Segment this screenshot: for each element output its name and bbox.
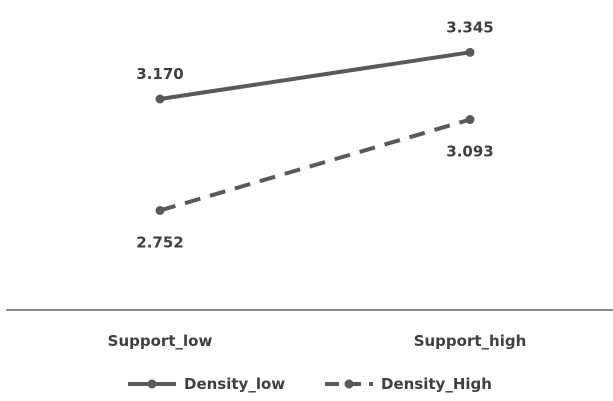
data-label-density-high-1: 2.752 [136, 233, 183, 251]
legend-marker-density-high [344, 379, 354, 389]
series-density-low: 3.170 3.345 [136, 18, 494, 104]
data-label-density-low-1: 3.170 [136, 65, 183, 83]
series-line-density-low [159, 50, 471, 101]
legend-label-density-high: Density_High [381, 375, 492, 393]
data-point-density-low-2 [465, 47, 475, 57]
data-point-density-low-1 [155, 94, 165, 104]
x-tick-labels: Support_low Support_high [108, 332, 527, 350]
legend: Density_low Density_High [128, 375, 492, 393]
series-density-high: 2.752 3.093 [136, 115, 494, 251]
data-label-density-high-2: 3.093 [446, 143, 493, 161]
x-tick-label-1: Support_low [108, 332, 213, 350]
data-label-density-low-2: 3.345 [446, 18, 493, 36]
legend-item-density-high: Density_High [325, 375, 492, 393]
legend-label-density-low: Density_low [184, 375, 285, 393]
data-point-density-high-2 [465, 115, 475, 125]
series-layer: 3.170 3.345 2.752 3.093 [136, 18, 493, 251]
data-point-density-high-1 [155, 205, 165, 215]
legend-marker-density-low [147, 379, 157, 389]
legend-item-density-low: Density_low [128, 375, 285, 393]
series-line-density-high [159, 117, 471, 213]
x-tick-label-2: Support_high [414, 332, 527, 350]
